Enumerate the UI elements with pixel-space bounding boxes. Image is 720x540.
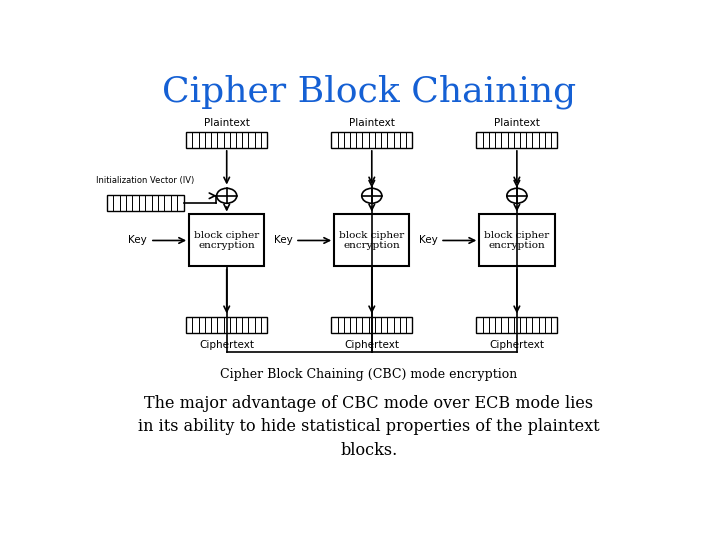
Text: block cipher
encryption: block cipher encryption xyxy=(485,231,549,250)
Text: Initialization Vector (IV): Initialization Vector (IV) xyxy=(96,176,194,185)
Text: block cipher
encryption: block cipher encryption xyxy=(339,231,405,250)
Bar xyxy=(331,317,413,333)
Bar xyxy=(186,317,267,333)
Text: block cipher
encryption: block cipher encryption xyxy=(194,231,259,250)
Text: Key: Key xyxy=(128,235,147,246)
Text: Ciphertext: Ciphertext xyxy=(344,340,400,349)
Bar xyxy=(331,132,413,148)
Bar xyxy=(334,214,410,266)
Bar xyxy=(477,317,557,333)
Bar xyxy=(186,132,267,148)
Text: Plaintext: Plaintext xyxy=(204,118,250,128)
Text: Plaintext: Plaintext xyxy=(349,118,395,128)
Text: The major advantage of CBC mode over ECB mode lies
in its ability to hide statis: The major advantage of CBC mode over ECB… xyxy=(138,395,600,458)
Text: Plaintext: Plaintext xyxy=(494,118,540,128)
Text: Ciphertext: Ciphertext xyxy=(490,340,544,349)
Text: Ciphertext: Ciphertext xyxy=(199,340,254,349)
Text: Key: Key xyxy=(418,235,437,246)
Bar xyxy=(189,214,264,266)
Text: Cipher Block Chaining (CBC) mode encryption: Cipher Block Chaining (CBC) mode encrypt… xyxy=(220,368,518,381)
Bar xyxy=(107,195,184,211)
Text: Key: Key xyxy=(274,235,292,246)
Bar xyxy=(480,214,554,266)
Text: Cipher Block Chaining: Cipher Block Chaining xyxy=(162,75,576,109)
Bar xyxy=(477,132,557,148)
